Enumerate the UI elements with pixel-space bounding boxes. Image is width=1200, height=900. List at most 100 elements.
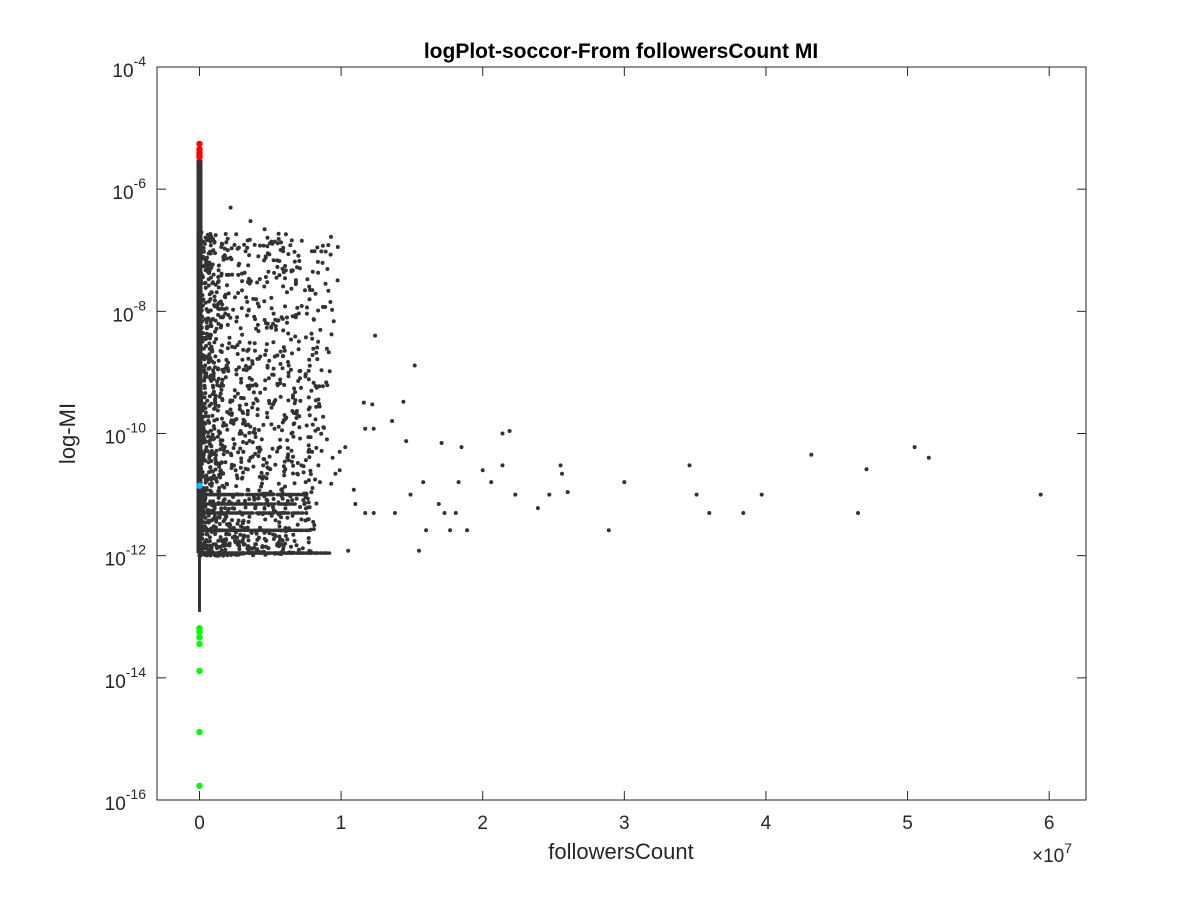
cloud-point — [202, 281, 207, 286]
main-point — [232, 394, 237, 399]
y-tick-exponent: -4 — [134, 53, 147, 69]
cloud-point — [210, 413, 215, 418]
cloud-point — [254, 542, 258, 547]
cloud-point — [197, 392, 202, 397]
cloud-point — [202, 378, 207, 383]
cloud-point — [261, 457, 266, 461]
cloud-point — [210, 383, 215, 388]
y-tick-exponent: -6 — [134, 175, 147, 191]
y-tick-base: 10 — [112, 183, 133, 204]
cloud-point — [220, 483, 225, 488]
cloud-point — [246, 488, 251, 493]
cloud-point — [220, 343, 225, 348]
cloud-point — [275, 383, 280, 388]
cloud-point — [202, 451, 206, 456]
cloud-point — [215, 434, 220, 439]
cloud-point — [306, 377, 311, 382]
main-point — [373, 333, 378, 338]
cloud-point — [250, 546, 254, 551]
cloud-point — [303, 458, 308, 463]
main-point — [361, 400, 366, 405]
bottom-point — [196, 634, 203, 641]
cloud-point — [314, 404, 319, 409]
cloud-point — [278, 394, 283, 399]
band-point — [281, 492, 286, 497]
cloud-point — [275, 241, 280, 246]
cloud-point — [326, 350, 331, 355]
cloud-point — [325, 267, 330, 271]
dense-point-cloud — [196, 160, 340, 612]
y-axis-label: log-MI — [55, 403, 80, 464]
cloud-point — [199, 239, 204, 244]
cloud-point — [306, 395, 311, 400]
cloud-point — [202, 541, 207, 546]
cloud-point — [291, 471, 295, 476]
cloud-point — [229, 246, 234, 251]
cloud-point — [236, 291, 241, 295]
cloud-point — [203, 258, 208, 263]
band-point — [290, 492, 295, 497]
cloud-point — [197, 264, 202, 268]
cloud-point — [309, 331, 314, 336]
main-point — [275, 353, 280, 358]
main-point — [864, 467, 869, 472]
band-point — [297, 492, 301, 497]
cloud-point — [306, 435, 311, 440]
cloud-point — [269, 405, 274, 410]
cloud-point — [259, 470, 264, 475]
cloud-point — [255, 301, 260, 306]
main-point — [234, 367, 239, 372]
band-point — [248, 551, 253, 555]
cloud-point — [204, 307, 209, 312]
main-point — [547, 492, 552, 497]
cloud-point — [198, 363, 203, 368]
cloud-point — [225, 449, 230, 454]
cloud-point — [285, 499, 290, 503]
cloud-point — [303, 372, 308, 377]
cloud-point — [197, 375, 202, 380]
band-point — [279, 492, 283, 497]
cloud-point — [291, 454, 295, 459]
main-point — [507, 429, 512, 433]
cloud-point — [286, 360, 290, 364]
cloud-point — [283, 232, 288, 237]
cloud-point — [211, 542, 216, 547]
cloud-point — [304, 511, 309, 515]
cloud-point — [277, 520, 282, 525]
band-point — [266, 502, 271, 506]
top-point — [196, 140, 203, 148]
cloud-point — [208, 373, 213, 378]
cloud-point — [280, 366, 285, 371]
cloud-point — [263, 255, 268, 260]
main-point — [535, 506, 540, 511]
cloud-point — [218, 469, 223, 474]
main-point — [565, 490, 570, 495]
cloud-point — [331, 319, 336, 324]
main-point — [313, 384, 318, 388]
cloud-point — [223, 539, 228, 544]
cloud-point — [289, 459, 294, 464]
cloud-point — [280, 420, 285, 425]
cloud-point — [209, 378, 214, 383]
cloud-point — [251, 430, 256, 435]
cloud-point — [215, 417, 219, 422]
cloud-point — [223, 460, 228, 465]
cloud-point — [278, 537, 283, 542]
cloud-point — [294, 409, 299, 413]
main-point — [299, 463, 304, 468]
band-point — [271, 492, 276, 497]
cloud-point — [283, 264, 288, 268]
cloud-point — [199, 516, 204, 521]
cloud-point — [250, 405, 255, 410]
cloud-point — [197, 350, 202, 355]
cloud-point — [285, 315, 289, 320]
cloud-point — [320, 260, 325, 265]
cloud-point — [250, 361, 255, 366]
cloud-point — [260, 481, 264, 486]
cloud-point — [256, 428, 261, 432]
cloud-point — [208, 297, 213, 302]
band-point — [278, 551, 282, 555]
cloud-point — [199, 278, 203, 283]
